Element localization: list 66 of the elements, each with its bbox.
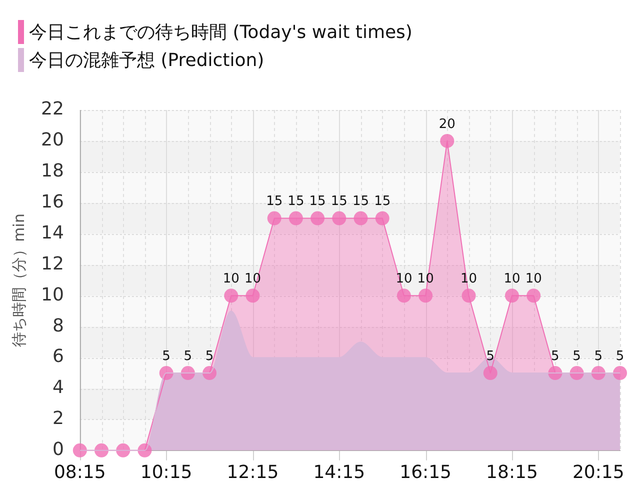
- y-tick-label: 4: [52, 377, 64, 398]
- data-label: 5: [594, 348, 603, 364]
- data-label: 10: [222, 272, 240, 287]
- x-tick-label: 08:15: [54, 462, 106, 483]
- y-axis-title: 待ち時間（分）min: [10, 214, 28, 347]
- y-tick-label: 6: [52, 346, 64, 368]
- point: [332, 211, 346, 226]
- point: [180, 366, 195, 380]
- data-label: 5: [572, 348, 581, 364]
- data-label: 5: [162, 348, 170, 364]
- data-label: 5: [551, 348, 560, 364]
- x-tick-label: 20:15: [572, 462, 624, 483]
- point: [159, 366, 174, 380]
- point: [202, 366, 217, 380]
- point: [504, 288, 519, 303]
- data-label: 15: [288, 194, 304, 210]
- y-tick-label: 20: [41, 130, 64, 151]
- point: [440, 134, 454, 148]
- point: [72, 443, 87, 458]
- point: [224, 288, 238, 303]
- data-label: 10: [525, 272, 542, 287]
- point: [591, 366, 606, 380]
- y-tick-label: 12: [41, 253, 64, 274]
- y-tick-label: 8: [52, 315, 64, 336]
- data-label: 15: [374, 194, 391, 210]
- point: [418, 288, 433, 303]
- point: [246, 288, 260, 303]
- y-tick-label: 18: [41, 160, 64, 182]
- point: [483, 366, 498, 380]
- y-tick-label: 10: [41, 284, 64, 306]
- data-label: 10: [504, 272, 520, 287]
- point: [375, 211, 390, 226]
- point: [116, 443, 130, 458]
- point: [310, 211, 325, 226]
- x-tick-label: 18:15: [486, 462, 538, 483]
- data-label: 5: [486, 348, 495, 364]
- point: [396, 288, 411, 303]
- point: [570, 366, 584, 380]
- data-label: 5: [205, 348, 214, 364]
- y-tick-label: 0: [52, 439, 64, 460]
- point: [526, 288, 541, 303]
- legend-label: 今日の混雑予想 (Prediction): [29, 49, 264, 72]
- point: [94, 443, 109, 458]
- point: [354, 211, 368, 226]
- y-tick-label: 22: [41, 98, 64, 120]
- x-tick-label: 12:15: [226, 462, 279, 483]
- point: [288, 211, 303, 226]
- data-label: 15: [352, 194, 370, 210]
- data-label: 15: [330, 194, 348, 210]
- x-tick-label: 10:15: [140, 462, 192, 483]
- point: [613, 366, 627, 380]
- data-label: 15: [309, 194, 326, 210]
- point: [548, 366, 562, 380]
- data-label: 15: [266, 194, 283, 210]
- y-tick-label: 16: [41, 192, 64, 213]
- x-tick-label: 16:15: [400, 462, 452, 483]
- data-label: 5: [184, 348, 192, 364]
- y-tick-label: 14: [41, 222, 64, 244]
- y-tick-label: 2: [52, 408, 64, 430]
- data-label: 5: [616, 348, 624, 364]
- data-label: 20: [438, 116, 456, 132]
- point: [462, 288, 476, 303]
- legend-label: 今日これまでの待ち時間 (Today's wait times): [29, 21, 412, 44]
- point: [267, 211, 282, 226]
- point: [138, 443, 152, 458]
- x-tick-label: 14:15: [313, 462, 366, 483]
